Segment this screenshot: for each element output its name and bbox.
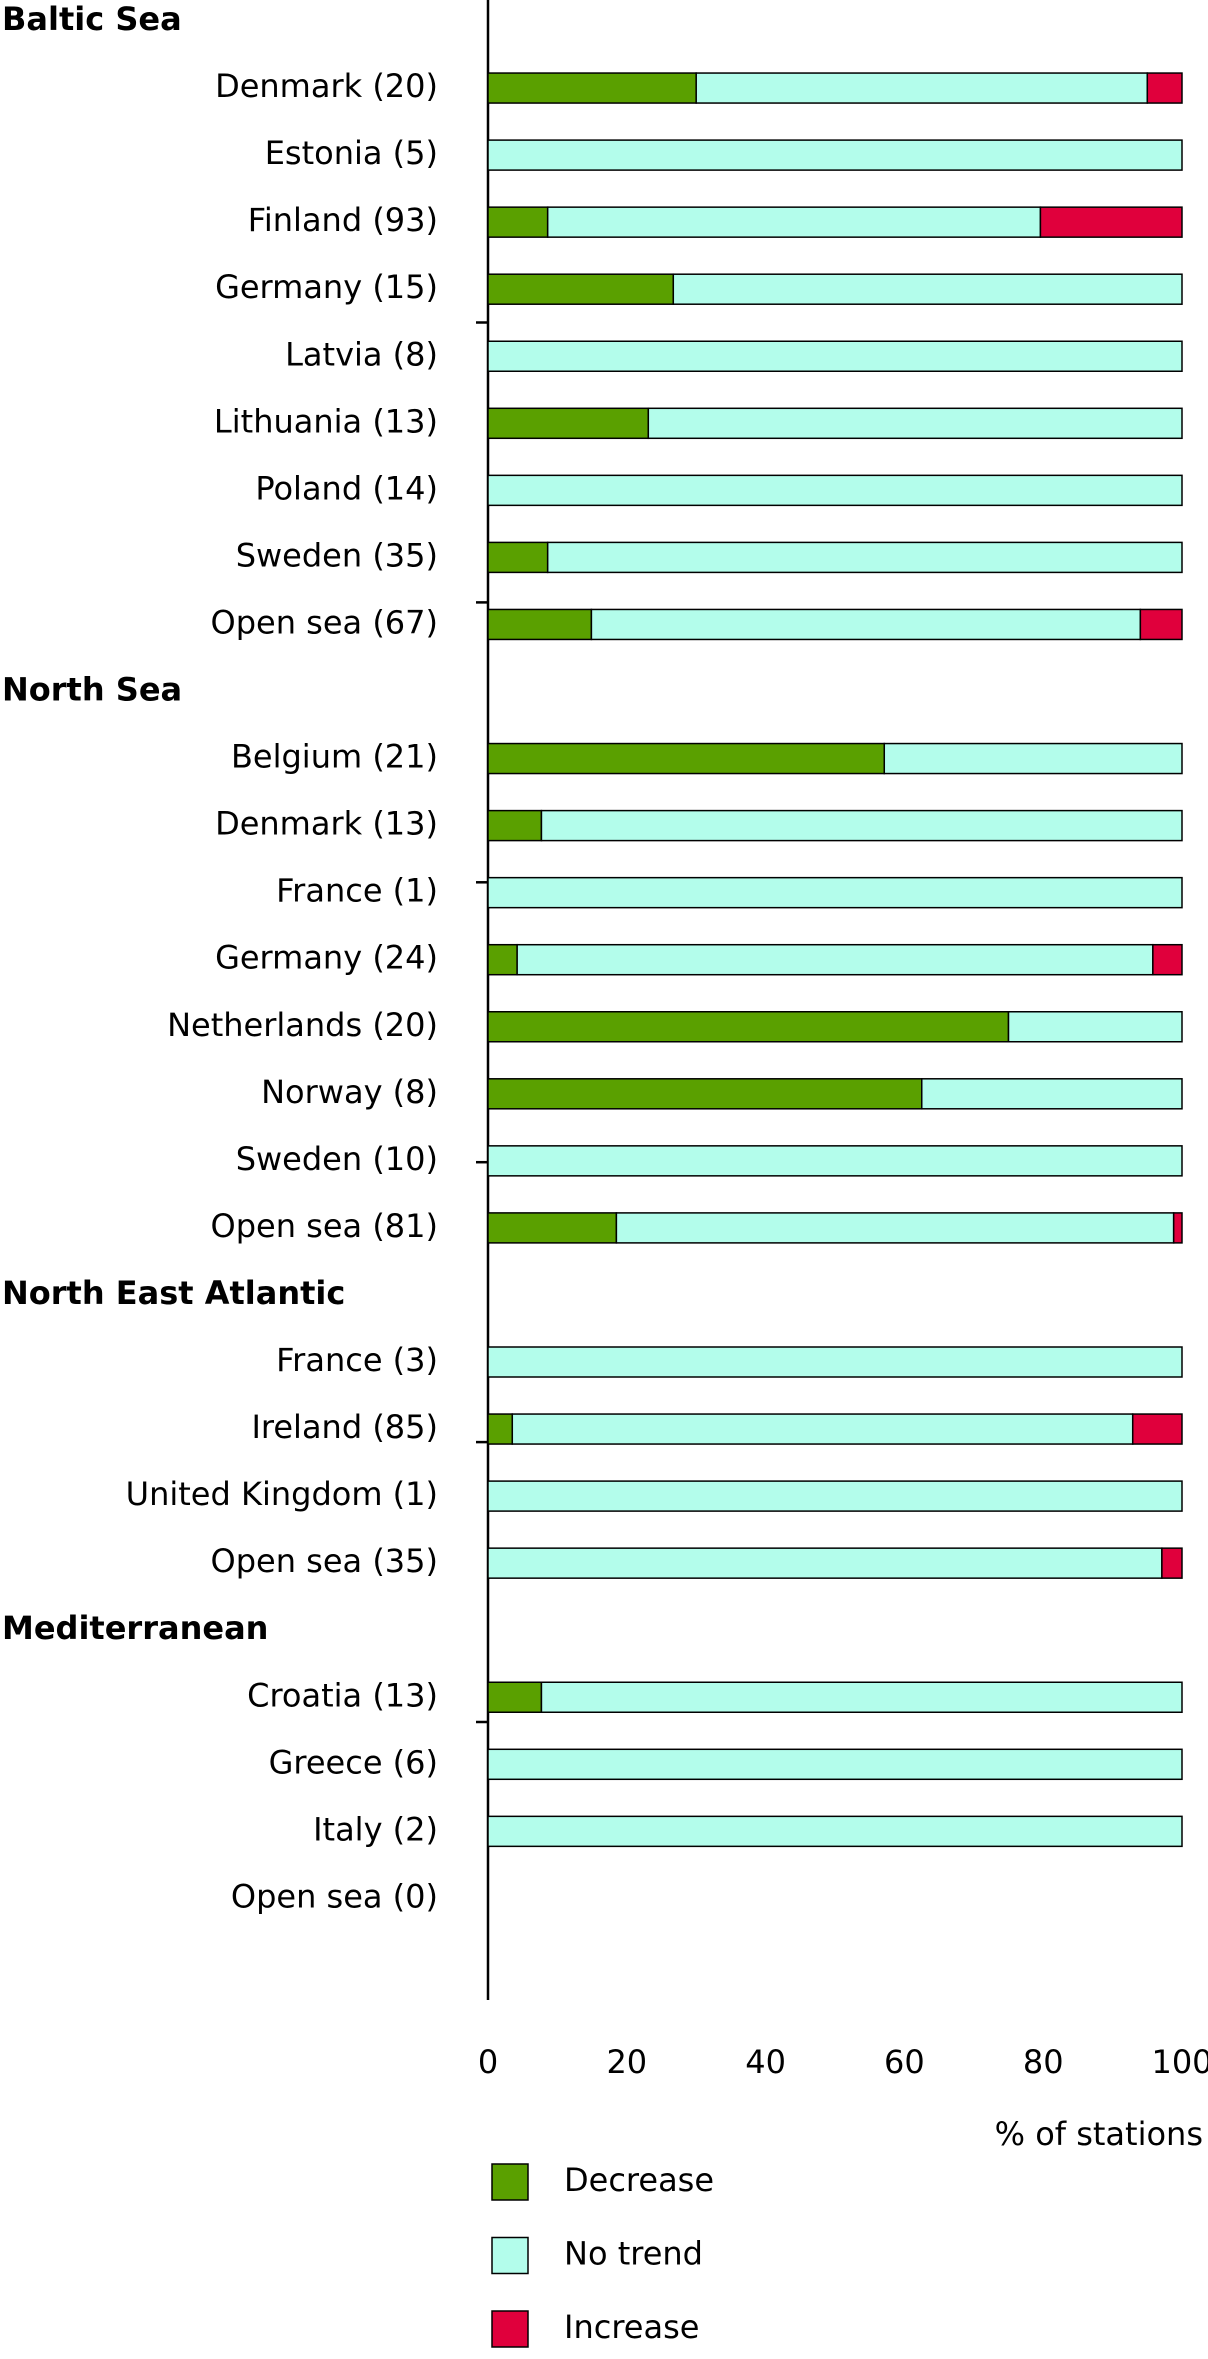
- bar-segment: [516, 943, 1154, 976]
- bar-segment: [487, 1011, 1010, 1043]
- category-label: Denmark (13): [215, 805, 438, 843]
- bar-segment: [487, 742, 886, 775]
- bar-segment: [487, 1748, 1183, 1781]
- bar-segment: [590, 608, 1142, 641]
- bar-segment: [546, 541, 1183, 574]
- bar-segment: [1007, 1011, 1183, 1043]
- category-label: Germany (24): [215, 939, 438, 977]
- bar-segment: [487, 876, 1183, 909]
- bar-segment: [487, 1480, 1183, 1512]
- category-label: Germany (15): [215, 268, 438, 306]
- bar-segment: [487, 1547, 1163, 1579]
- bar-segment: [487, 1078, 923, 1110]
- category-label: Ireland (85): [251, 1408, 438, 1446]
- category-label: Finland (93): [248, 201, 438, 239]
- category-label: France (3): [276, 1341, 438, 1379]
- bar-segment: [1139, 608, 1183, 641]
- x-axis-label: % of stations: [995, 2115, 1203, 2153]
- bar-segment: [540, 809, 1183, 842]
- bar-segment: [487, 72, 697, 104]
- bar-segment: [546, 206, 1042, 238]
- bar-segment: [487, 541, 549, 574]
- x-tick-label: 80: [1023, 2043, 1064, 2081]
- category-label: Netherlands (20): [167, 1006, 438, 1044]
- group-label: North Sea: [2, 671, 182, 709]
- bar-segment: [672, 273, 1183, 305]
- category-label: Open sea (67): [211, 603, 438, 641]
- legend-swatch: [491, 2310, 529, 2348]
- category-label: Lithuania (13): [214, 402, 438, 440]
- bar-segment: [487, 407, 650, 440]
- bar-segment: [695, 72, 1149, 104]
- bar-segment: [615, 1212, 1175, 1244]
- bar-segment: [487, 943, 518, 976]
- bar-segment: [1146, 72, 1183, 104]
- bar-segment: [647, 407, 1183, 440]
- bar-segment: [487, 1815, 1183, 1848]
- category-label: United Kingdom (1): [126, 1475, 438, 1513]
- bar-segment: [487, 1145, 1183, 1177]
- category-label: Italy (2): [313, 1810, 438, 1848]
- category-label: Open sea (81): [211, 1207, 438, 1245]
- bar-segment: [487, 1346, 1183, 1378]
- x-tick-label: 100: [1151, 2043, 1208, 2081]
- legend-swatch: [491, 2163, 529, 2201]
- bar-segment: [511, 1413, 1134, 1445]
- bar-segment: [487, 206, 549, 238]
- legend-label: Increase: [564, 2308, 699, 2346]
- bar-segment: [1039, 206, 1183, 238]
- bar-segment: [487, 139, 1183, 171]
- category-label: Belgium (21): [231, 738, 438, 776]
- category-label: Estonia (5): [265, 134, 438, 172]
- category-label: Sweden (35): [236, 536, 438, 574]
- x-tick-label: 40: [745, 2043, 786, 2081]
- category-label: France (1): [276, 872, 438, 910]
- category-label: Poland (14): [255, 469, 438, 507]
- x-tick-label: 0: [478, 2043, 498, 2081]
- legend-swatch: [491, 2236, 529, 2275]
- category-label: Open sea (35): [211, 1542, 438, 1580]
- bar-segment: [883, 742, 1183, 775]
- bar-segment: [540, 1681, 1183, 1713]
- bar-segment: [487, 608, 593, 641]
- bar-segment: [1152, 943, 1183, 976]
- category-label: Greece (6): [269, 1743, 438, 1781]
- bar-segment: [1161, 1547, 1183, 1579]
- bar-segment: [487, 809, 543, 842]
- category-label: Sweden (10): [236, 1140, 438, 1178]
- bar-segment: [1131, 1413, 1183, 1445]
- bar-segment: [487, 1413, 514, 1445]
- bar-segment: [487, 1212, 618, 1244]
- bar-segment: [487, 340, 1183, 372]
- category-label: Open sea (0): [231, 1877, 438, 1915]
- x-tick-label: 20: [606, 2043, 647, 2081]
- legend-label: No trend: [564, 2235, 703, 2273]
- category-label: Croatia (13): [247, 1676, 438, 1714]
- category-label: Latvia (8): [285, 335, 438, 373]
- bar-segment: [921, 1078, 1183, 1110]
- group-label: Mediterranean: [2, 1609, 268, 1647]
- bar-segment: [487, 1681, 543, 1713]
- bar-segment: [487, 273, 675, 305]
- bar-segment: [487, 474, 1183, 507]
- category-label: Norway (8): [261, 1073, 438, 1111]
- group-label: North East Atlantic: [2, 1274, 345, 1312]
- x-tick-label: 60: [884, 2043, 925, 2081]
- category-label: Denmark (20): [215, 67, 438, 105]
- legend-label: Decrease: [564, 2161, 714, 2199]
- group-label: Baltic Sea: [2, 0, 182, 38]
- bar-segment: [1172, 1212, 1183, 1244]
